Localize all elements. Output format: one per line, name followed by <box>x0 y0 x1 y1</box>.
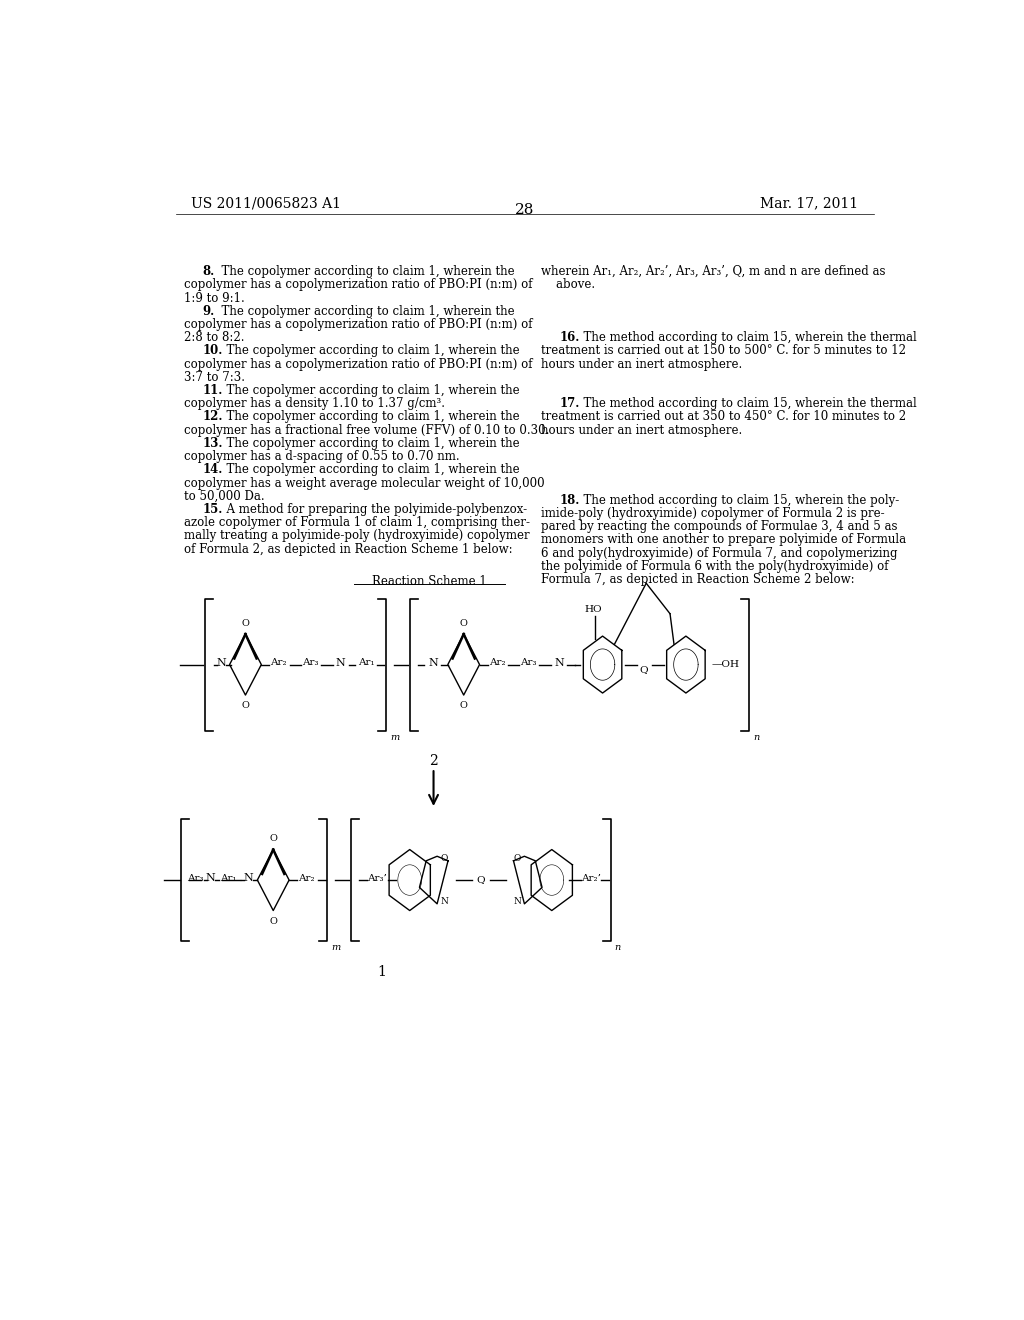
Text: N: N <box>244 873 254 883</box>
Text: copolymer has a copolymerization ratio of PBO:PI (n:m) of: copolymer has a copolymerization ratio o… <box>183 318 532 331</box>
Text: copolymer has a copolymerization ratio of PBO:PI (n:m) of: copolymer has a copolymerization ratio o… <box>183 279 532 292</box>
Text: to 50,000 Da.: to 50,000 Da. <box>183 490 264 503</box>
Text: The copolymer according to claim 1, wherein the: The copolymer according to claim 1, wher… <box>219 437 520 450</box>
Text: The method according to claim 15, wherein the thermal: The method according to claim 15, wherei… <box>577 397 918 411</box>
Text: Q: Q <box>477 875 485 884</box>
Text: copolymer has a d-spacing of 0.55 to 0.70 nm.: copolymer has a d-spacing of 0.55 to 0.7… <box>183 450 459 463</box>
Text: Ar₃’: Ar₃’ <box>368 874 387 883</box>
Text: Mar. 17, 2011: Mar. 17, 2011 <box>760 195 858 210</box>
Text: The copolymer according to claim 1, wherein the: The copolymer according to claim 1, wher… <box>214 265 514 279</box>
Text: The copolymer according to claim 1, wherein the: The copolymer according to claim 1, wher… <box>219 345 520 358</box>
Text: 8.: 8. <box>203 265 215 279</box>
Text: The copolymer according to claim 1, wherein the: The copolymer according to claim 1, wher… <box>219 411 520 424</box>
Text: above.: above. <box>541 279 595 292</box>
Text: hours under an inert atmosphere.: hours under an inert atmosphere. <box>541 424 742 437</box>
Text: HO: HO <box>585 605 602 614</box>
Text: copolymer has a fractional free volume (FFV) of 0.10 to 0.30.: copolymer has a fractional free volume (… <box>183 424 549 437</box>
Text: —OH: —OH <box>712 660 739 669</box>
Text: n: n <box>614 942 621 952</box>
Text: N: N <box>217 657 226 668</box>
Text: 6 and poly(hydroxyimide) of Formula 7, and copolymerizing: 6 and poly(hydroxyimide) of Formula 7, a… <box>541 546 897 560</box>
Text: Ar₂’: Ar₂’ <box>581 874 601 883</box>
Text: Ar₃: Ar₃ <box>187 874 204 883</box>
Text: 13.: 13. <box>203 437 223 450</box>
Text: Ar₃: Ar₃ <box>302 659 318 667</box>
Text: N: N <box>336 657 345 668</box>
Text: O: O <box>242 619 250 628</box>
Text: Ar₃: Ar₃ <box>520 659 537 667</box>
Text: O: O <box>440 854 447 862</box>
Text: Ar₂: Ar₂ <box>488 659 505 667</box>
Text: Formula 7, as depicted in Reaction Scheme 2 below:: Formula 7, as depicted in Reaction Schem… <box>541 573 854 586</box>
Text: 15.: 15. <box>203 503 223 516</box>
Text: The copolymer according to claim 1, wherein the: The copolymer according to claim 1, wher… <box>219 463 520 477</box>
Text: Ar₁: Ar₁ <box>357 659 375 667</box>
Text: US 2011/0065823 A1: US 2011/0065823 A1 <box>191 195 341 210</box>
Text: O: O <box>514 854 521 862</box>
Text: 2:8 to 8:2.: 2:8 to 8:2. <box>183 331 244 345</box>
Text: wherein Ar₁, Ar₂, Ar₂’, Ar₃, Ar₃’, Q, m and n are defined as: wherein Ar₁, Ar₂, Ar₂’, Ar₃, Ar₃’, Q, m … <box>541 265 885 279</box>
Text: Ar₁: Ar₁ <box>220 874 238 883</box>
Text: pared by reacting the compounds of Formulae 3, 4 and 5 as: pared by reacting the compounds of Formu… <box>541 520 897 533</box>
Text: Reaction Scheme 1: Reaction Scheme 1 <box>372 576 487 589</box>
Text: O: O <box>269 916 278 925</box>
Text: 11.: 11. <box>203 384 223 397</box>
Text: The method according to claim 15, wherein the poly-: The method according to claim 15, wherei… <box>577 494 900 507</box>
Text: 16.: 16. <box>560 331 580 345</box>
Text: 17.: 17. <box>560 397 580 411</box>
Text: Ar₂: Ar₂ <box>270 659 287 667</box>
Text: The method according to claim 15, wherein the thermal: The method according to claim 15, wherei… <box>577 331 918 345</box>
Text: 2: 2 <box>429 754 438 768</box>
Text: treatment is carried out at 350 to 450° C. for 10 minutes to 2: treatment is carried out at 350 to 450° … <box>541 411 906 424</box>
Text: imide-poly (hydroxyimide) copolymer of Formula 2 is pre-: imide-poly (hydroxyimide) copolymer of F… <box>541 507 885 520</box>
Text: copolymer has a copolymerization ratio of PBO:PI (n:m) of: copolymer has a copolymerization ratio o… <box>183 358 532 371</box>
Text: azole copolymer of Formula 1 of claim 1, comprising ther-: azole copolymer of Formula 1 of claim 1,… <box>183 516 529 529</box>
Text: The copolymer according to claim 1, wherein the: The copolymer according to claim 1, wher… <box>219 384 520 397</box>
Text: 18.: 18. <box>560 494 580 507</box>
Text: treatment is carried out at 150 to 500° C. for 5 minutes to 12: treatment is carried out at 150 to 500° … <box>541 345 905 358</box>
Text: hours under an inert atmosphere.: hours under an inert atmosphere. <box>541 358 742 371</box>
Text: m: m <box>390 733 399 742</box>
Text: copolymer has a weight average molecular weight of 10,000: copolymer has a weight average molecular… <box>183 477 544 490</box>
Text: 1:9 to 9:1.: 1:9 to 9:1. <box>183 292 245 305</box>
Text: the polyimide of Formula 6 with the poly(hydroxyimide) of: the polyimide of Formula 6 with the poly… <box>541 560 888 573</box>
Text: 9.: 9. <box>203 305 215 318</box>
Text: Ar₂: Ar₂ <box>298 874 314 883</box>
Text: O: O <box>460 701 468 710</box>
Text: 1: 1 <box>378 965 386 978</box>
Text: N: N <box>429 657 438 668</box>
Text: A method for preparing the polyimide-polybenzox-: A method for preparing the polyimide-pol… <box>219 503 527 516</box>
Text: copolymer has a density 1.10 to 1.37 g/cm³.: copolymer has a density 1.10 to 1.37 g/c… <box>183 397 444 411</box>
Text: N: N <box>513 898 521 907</box>
Text: 28: 28 <box>515 203 535 216</box>
Text: monomers with one another to prepare polyimide of Formula: monomers with one another to prepare pol… <box>541 533 906 546</box>
Text: Q: Q <box>640 665 648 675</box>
Text: 12.: 12. <box>203 411 223 424</box>
Text: of Formula 2, as depicted in Reaction Scheme 1 below:: of Formula 2, as depicted in Reaction Sc… <box>183 543 512 556</box>
Text: 10.: 10. <box>203 345 223 358</box>
Text: N: N <box>440 898 449 907</box>
Text: O: O <box>242 701 250 710</box>
Text: 14.: 14. <box>203 463 223 477</box>
Text: N: N <box>206 873 215 883</box>
Text: O: O <box>460 619 468 628</box>
Text: O: O <box>269 834 278 843</box>
Text: The copolymer according to claim 1, wherein the: The copolymer according to claim 1, wher… <box>214 305 514 318</box>
Text: N: N <box>554 657 564 668</box>
Text: mally treating a polyimide-poly (hydroxyimide) copolymer: mally treating a polyimide-poly (hydroxy… <box>183 529 529 543</box>
Text: 3:7 to 7:3.: 3:7 to 7:3. <box>183 371 245 384</box>
Text: m: m <box>331 942 340 952</box>
Text: n: n <box>754 733 760 742</box>
